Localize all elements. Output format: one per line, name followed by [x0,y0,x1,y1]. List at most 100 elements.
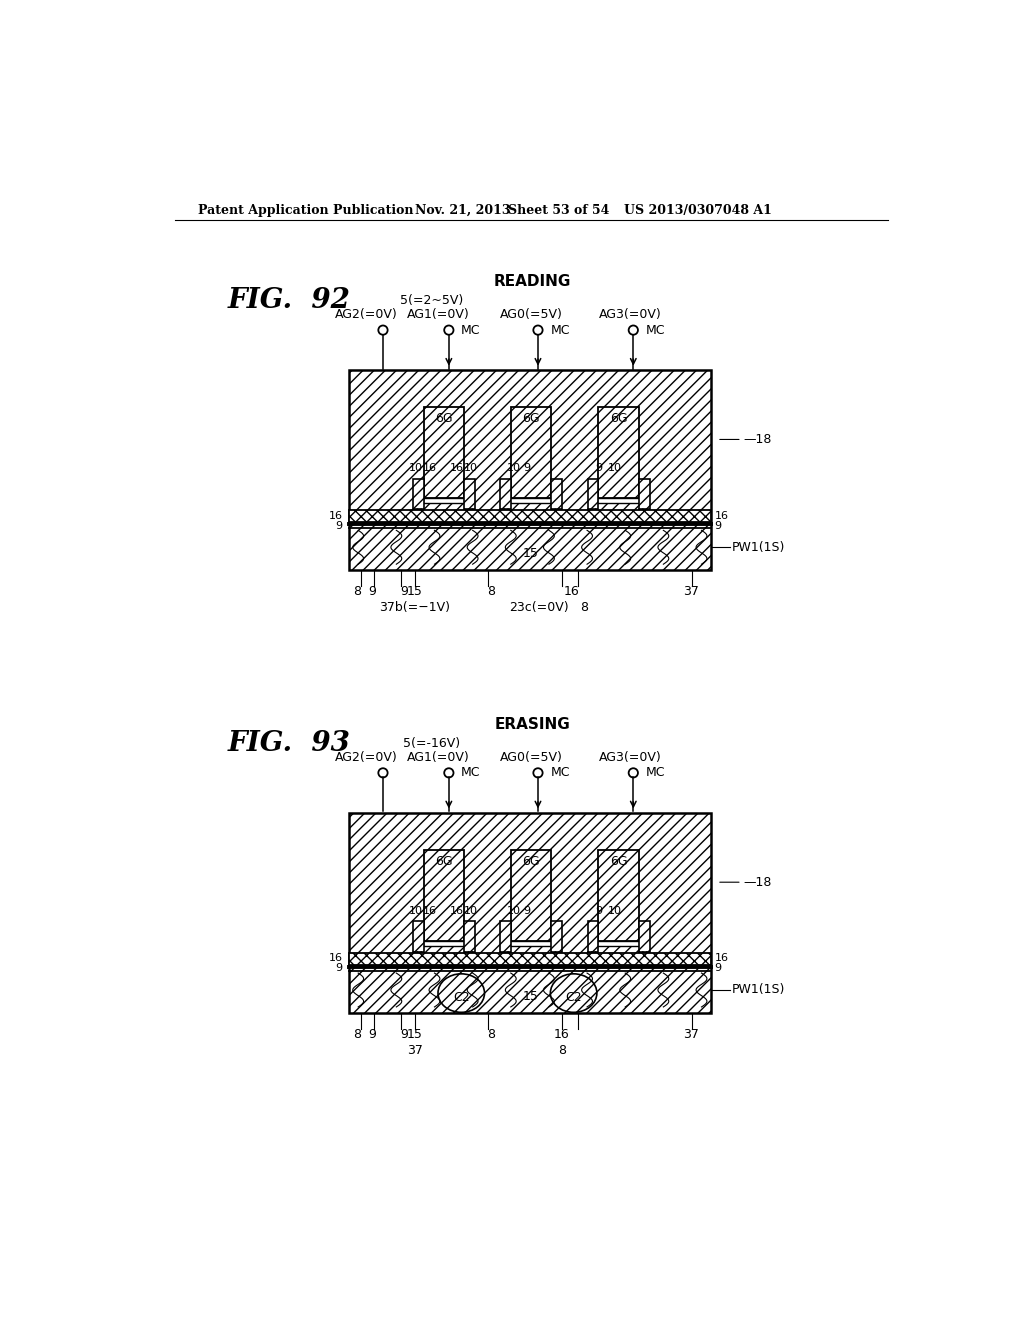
Polygon shape [421,508,426,516]
Text: 9: 9 [336,520,343,531]
Bar [598,407,639,498]
Text: 6G: 6G [609,412,628,425]
Bar [349,511,711,521]
Text: 9: 9 [523,463,530,473]
Bar [598,850,639,941]
Polygon shape [468,952,473,960]
Text: 16: 16 [329,511,343,520]
Text: 10: 10 [607,906,622,916]
Polygon shape [414,952,418,960]
Bar [423,498,466,503]
Polygon shape [595,508,600,516]
Text: 9: 9 [596,906,603,916]
Polygon shape [639,508,643,516]
Polygon shape [639,952,643,960]
Bar [511,407,551,498]
Text: 8: 8 [558,1044,566,1056]
Bar [424,850,464,941]
Text: C2: C2 [565,991,582,1005]
Polygon shape [500,508,505,516]
Polygon shape [639,479,649,508]
Text: 16: 16 [715,511,729,520]
Text: Patent Application Publication: Patent Application Publication [198,205,414,218]
Polygon shape [500,952,505,960]
Bar [511,407,551,498]
Text: 5(=2~5V): 5(=2~5V) [400,294,464,308]
Text: AG3(=0V): AG3(=0V) [599,751,662,764]
Text: 37b(=−1V): 37b(=−1V) [379,601,451,614]
Ellipse shape [438,974,484,1012]
Text: 8: 8 [580,601,588,614]
Text: 8: 8 [353,1028,361,1041]
Polygon shape [646,508,651,516]
Text: 10: 10 [464,463,477,473]
Bar [349,511,711,521]
Polygon shape [472,508,477,516]
Polygon shape [464,508,469,516]
Text: 23c(=0V): 23c(=0V) [509,601,568,614]
Polygon shape [500,921,511,952]
Polygon shape [555,952,560,960]
Text: MC: MC [461,767,480,779]
Bar [423,941,466,946]
Text: 8: 8 [486,585,495,598]
Text: 15: 15 [407,1028,423,1041]
Text: 16: 16 [329,953,343,964]
Polygon shape [643,508,647,516]
Text: 8: 8 [353,585,361,598]
Text: AG2(=0V): AG2(=0V) [335,308,398,321]
Text: US 2013/0307048 A1: US 2013/0307048 A1 [624,205,772,218]
Text: AG2(=0V): AG2(=0V) [335,751,398,764]
Bar [511,850,551,941]
Text: FIG.  93: FIG. 93 [227,730,350,758]
Polygon shape [646,952,651,960]
Polygon shape [468,508,473,516]
Polygon shape [464,921,475,952]
Text: 9: 9 [369,1028,376,1041]
Polygon shape [559,508,563,516]
Text: MC: MC [646,323,666,337]
Text: MC: MC [550,767,570,779]
Polygon shape [588,479,598,508]
Text: 6G: 6G [609,855,628,869]
Text: 16: 16 [423,463,437,473]
Text: 16: 16 [423,906,437,916]
Text: 10: 10 [507,906,521,916]
Text: 9: 9 [715,964,722,973]
Text: 16: 16 [450,463,464,473]
Text: 6G: 6G [435,412,453,425]
Polygon shape [592,952,596,960]
Bar [424,850,464,941]
Text: PW1(1S): PW1(1S) [732,541,785,554]
Text: 8: 8 [486,1028,495,1041]
Text: C2: C2 [453,991,470,1005]
Text: 9: 9 [336,964,343,973]
Text: MC: MC [646,767,666,779]
Text: 15: 15 [523,990,539,1003]
Polygon shape [643,952,647,960]
Bar [597,941,640,946]
Text: 16: 16 [554,1028,570,1041]
Bar [349,813,711,1014]
Text: 37: 37 [683,585,698,598]
Text: 15: 15 [407,585,423,598]
Text: READING: READING [494,275,571,289]
Polygon shape [639,921,649,952]
Polygon shape [551,479,562,508]
Polygon shape [414,508,418,516]
Polygon shape [588,921,598,952]
Text: ERASING: ERASING [495,717,570,731]
Polygon shape [588,508,592,516]
Polygon shape [588,952,592,960]
Polygon shape [508,508,512,516]
Text: 9: 9 [523,906,530,916]
Text: 6G: 6G [522,855,540,869]
Text: AG1(=0V): AG1(=0V) [407,751,469,764]
Text: 9: 9 [400,585,408,598]
Polygon shape [595,952,600,960]
Text: 10: 10 [464,906,477,916]
Text: AG0(=5V): AG0(=5V) [500,308,562,321]
Polygon shape [504,508,509,516]
Polygon shape [504,952,509,960]
Polygon shape [464,479,475,508]
